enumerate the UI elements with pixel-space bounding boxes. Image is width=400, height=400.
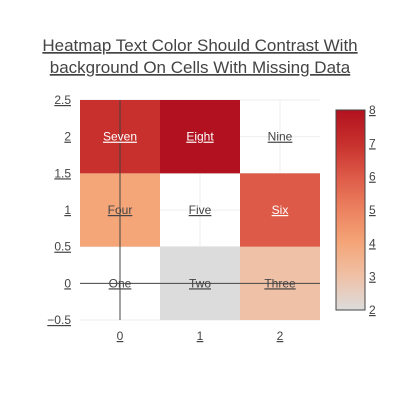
- colorbar-tick-label: 2: [369, 303, 376, 317]
- cell-label: Nine: [268, 130, 293, 144]
- y-tick-label: 1: [64, 203, 71, 217]
- colorbar-tick-label: 4: [369, 236, 376, 250]
- y-axis-ticks: 2.5 2 1.5 1 0.5 0 −0.5: [47, 93, 71, 327]
- cell-label: Two: [189, 276, 211, 290]
- y-tick-label: 1.5: [54, 166, 71, 180]
- x-tick-label: 1: [197, 329, 204, 343]
- colorbar: 8 7 6 5 4 3 2: [335, 103, 376, 317]
- cell-labels: One Two Three Four Five Six Seven Eight Nine: [103, 130, 296, 291]
- x-axis-ticks: 0 1 2: [117, 329, 284, 343]
- cell-label: Six: [272, 203, 289, 217]
- x-tick-label: 2: [277, 329, 284, 343]
- heatmap-cell: [240, 173, 320, 247]
- chart-title: Heatmap Text Color Should Contrast With …: [42, 36, 357, 77]
- colorbar-tick-label: 7: [369, 136, 376, 150]
- heatmap-cell: [160, 100, 240, 174]
- chart-title-line-2: background On Cells With Missing Data: [50, 58, 351, 77]
- colorbar-tick-label: 8: [369, 103, 376, 117]
- chart-title-line-1: Heatmap Text Color Should Contrast With: [42, 36, 357, 55]
- colorbar-tick-label: 5: [369, 203, 376, 217]
- y-tick-label: 2.5: [54, 93, 71, 107]
- colorbar-gradient: [335, 109, 366, 311]
- y-tick-label: −0.5: [47, 313, 71, 327]
- cell-label: Three: [264, 276, 296, 290]
- y-tick-label: 2: [64, 130, 71, 144]
- x-tick-label: 0: [117, 329, 124, 343]
- cell-label: Five: [189, 203, 212, 217]
- cell-label: Eight: [186, 130, 214, 144]
- cell-label: Four: [108, 203, 133, 217]
- y-tick-label: 0: [64, 276, 71, 290]
- cell-label: Seven: [103, 130, 137, 144]
- colorbar-tick-label: 3: [369, 270, 376, 284]
- y-tick-label: 0.5: [54, 240, 71, 254]
- colorbar-tick-label: 6: [369, 170, 376, 184]
- cell-label: One: [109, 276, 132, 290]
